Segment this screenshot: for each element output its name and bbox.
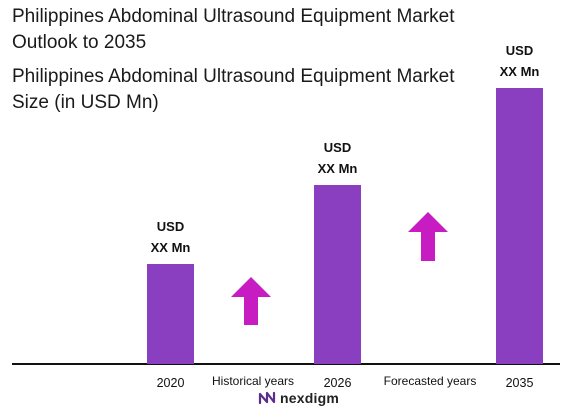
brand-name: nexdigm <box>280 390 339 406</box>
chart-subtitle: Philippines Abdominal Ultrasound Equipme… <box>12 66 455 113</box>
brand-logo: nexdigm <box>258 388 339 408</box>
bar-label-line1-2035: USD <box>506 43 533 58</box>
bar-2035 <box>496 88 543 364</box>
region-label-2: Forecasted years <box>384 374 477 388</box>
chart-title: Philippines Abdominal Ultrasound Equipme… <box>12 6 455 53</box>
region-label-1: Historical years <box>212 374 294 388</box>
x-tick-2026: 2026 <box>324 376 352 390</box>
bar-2026 <box>314 185 361 364</box>
x-tick-2035: 2035 <box>506 376 534 390</box>
bar-label-line1-2026: USD <box>324 140 351 155</box>
bar-label-line2-2020: XX Mn <box>151 240 191 255</box>
growth-arrow-icon-1 <box>231 277 271 325</box>
bar-label-line1-2020: USD <box>157 219 184 234</box>
growth-arrow-icon-2 <box>408 212 448 261</box>
nexdigm-logo-icon <box>258 391 276 405</box>
x-tick-2020: 2020 <box>157 376 185 390</box>
bar-2020 <box>147 264 194 364</box>
bar-label-line2-2026: XX Mn <box>318 161 358 176</box>
bar-label-line2-2035: XX Mn <box>500 64 540 79</box>
